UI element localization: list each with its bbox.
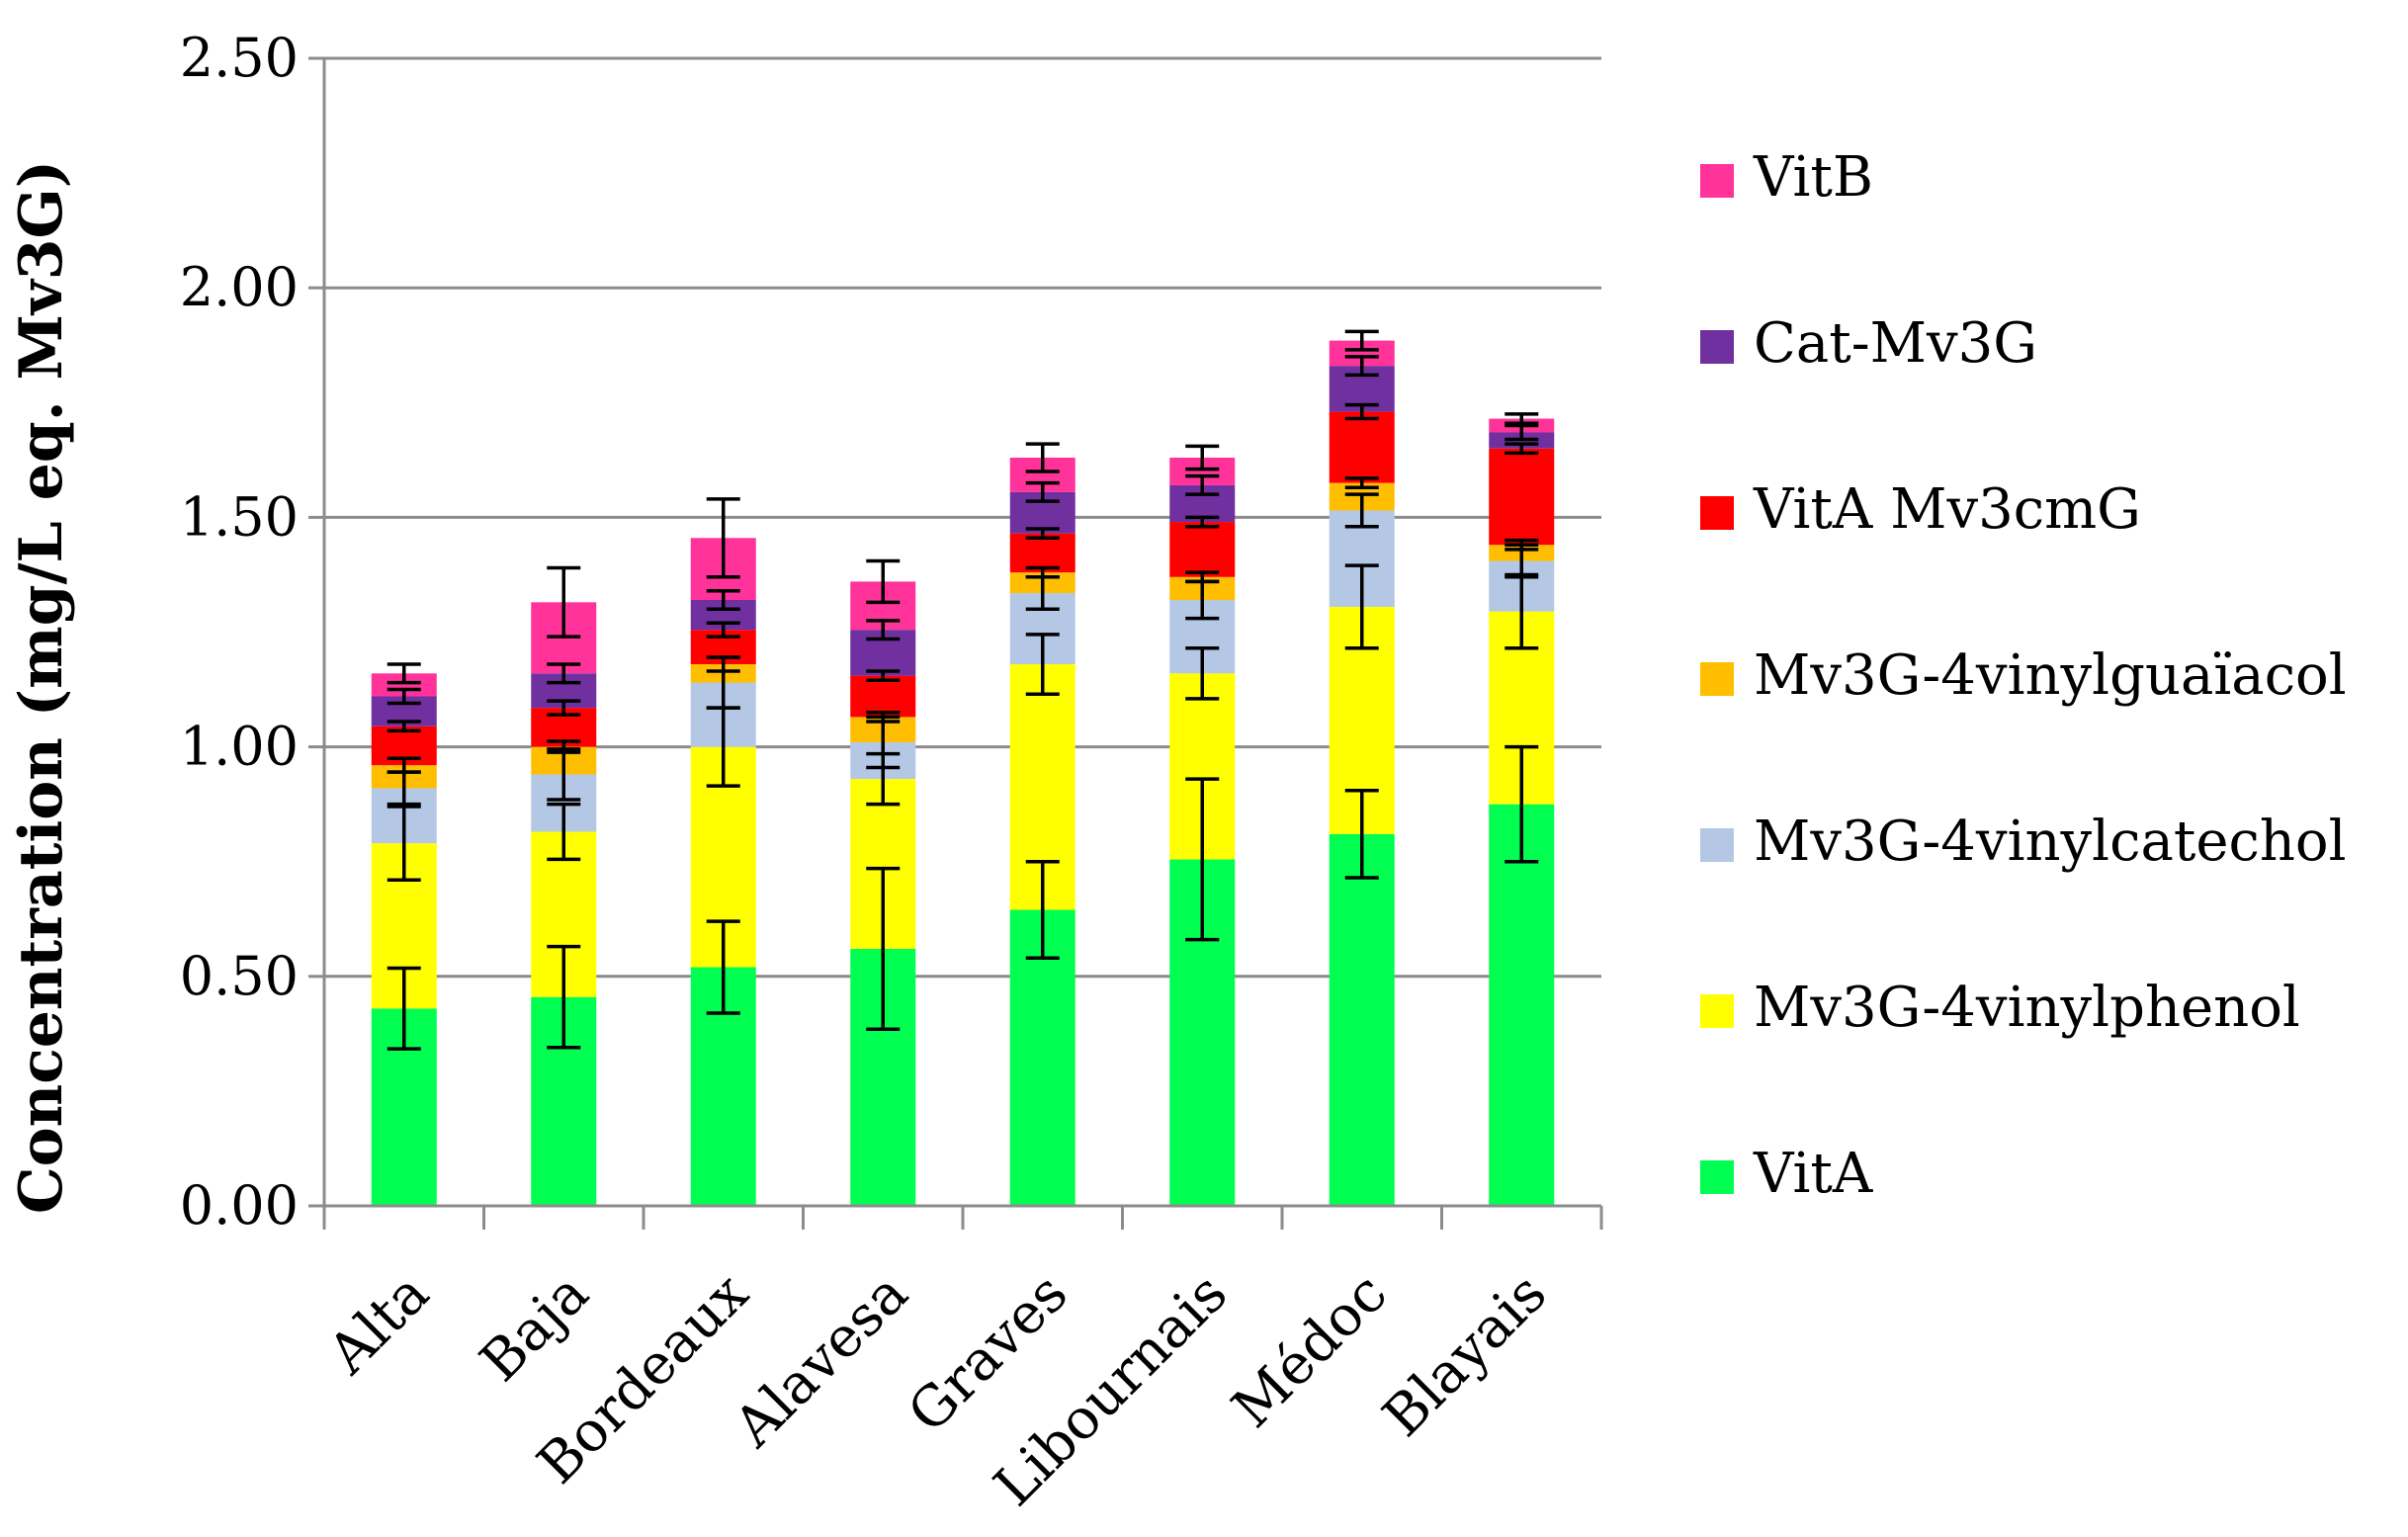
error-bar [547, 565, 581, 639]
bar-segment [1169, 522, 1236, 577]
legend-label: VitA Mv3cmG [1753, 477, 2141, 542]
error-bar [1025, 442, 1060, 473]
bar-segment [1489, 804, 1555, 1206]
error-bar [1185, 646, 1220, 701]
error-bar [866, 669, 901, 683]
error-bar [1505, 423, 1539, 442]
error-bar [1185, 515, 1220, 529]
error-bar [706, 588, 740, 612]
y-tick-label: 1.50 [180, 485, 299, 548]
error-bar [1505, 744, 1539, 864]
x-category-labels: Alta BajaBordeauxAlavesaGravesLibournaisM… [315, 1261, 1559, 1519]
y-tick-label: 2.50 [180, 27, 299, 89]
bar-segment [850, 675, 916, 718]
bar-segment [1329, 833, 1395, 1206]
error-bar [547, 662, 581, 685]
error-bar [547, 944, 581, 1050]
legend-swatch [1700, 164, 1734, 198]
legend-label: Mv3G-4vinylguaïacol [1754, 643, 2347, 708]
legend-swatch [1700, 662, 1734, 696]
error-bar [1344, 476, 1379, 489]
legend-swatch [1700, 994, 1734, 1028]
y-axis-title: Concentration (mg/L eq. Mv3G) [7, 160, 76, 1214]
legend-item: VitB [1700, 145, 1873, 210]
error-bar [1505, 442, 1539, 456]
legend-item: VitA [1700, 1142, 1873, 1206]
error-bar [1344, 563, 1379, 650]
axes [322, 58, 1601, 1208]
error-bar [1344, 492, 1379, 529]
legend-swatch [1700, 330, 1734, 364]
error-bars [387, 329, 1539, 1051]
error-bar [1505, 412, 1539, 425]
bar-segment [1329, 411, 1395, 483]
error-bar [1344, 788, 1379, 880]
error-bar [1025, 859, 1060, 960]
x-category-label: Alta [315, 1261, 441, 1387]
error-bar [866, 866, 901, 1031]
legend-swatch [1700, 1160, 1734, 1194]
legend-label: Cat-Mv3G [1754, 311, 2037, 376]
legend-item: Mv3G-4vinylguaïacol [1700, 643, 2347, 708]
x-category-label: Baja [469, 1261, 602, 1395]
error-bar [1025, 480, 1060, 503]
bars [371, 340, 1555, 1206]
error-bar [1025, 565, 1060, 579]
error-bar [1344, 402, 1379, 421]
legend-item: Cat-Mv3G [1700, 311, 2037, 376]
error-bar [1185, 570, 1220, 584]
error-bar [706, 621, 740, 639]
legend-item: Mv3G-4vinylphenol [1700, 976, 2300, 1040]
error-bar [1344, 355, 1379, 378]
legend-label: VitA [1753, 1142, 1873, 1206]
error-bar [1185, 777, 1220, 942]
error-bar [547, 802, 581, 862]
legend-label: Mv3G-4vinylphenol [1754, 976, 2300, 1040]
error-bar [387, 687, 421, 706]
legend-swatch [1700, 828, 1734, 862]
error-bar [1025, 633, 1060, 696]
error-bar [387, 720, 421, 733]
legend-label: Mv3G-4vinylcatechol [1754, 810, 2347, 874]
bar-segment [1489, 448, 1555, 546]
error-bar [387, 966, 421, 1051]
error-bar [706, 497, 740, 579]
error-bar [866, 711, 901, 724]
legend-label: VitB [1753, 145, 1873, 210]
error-bar [1344, 329, 1379, 352]
y-tick-label: 0.00 [180, 1174, 299, 1237]
y-tick-label: 1.00 [180, 716, 299, 778]
y-tick-labels: 0.00 0.50 1.00 1.50 2.00 2.50 [180, 27, 299, 1237]
gridlines [308, 56, 1603, 1230]
error-bar [387, 805, 421, 883]
y-tick-label: 2.00 [180, 256, 299, 318]
error-bar [706, 919, 740, 1015]
error-bar [706, 655, 740, 673]
error-bar [1185, 473, 1220, 496]
legend-item: VitA Mv3cmG [1700, 477, 2141, 542]
y-tick-label: 0.50 [180, 945, 299, 1007]
error-bar [387, 662, 421, 685]
error-bar [866, 558, 901, 605]
error-bar [547, 739, 581, 754]
legend: VitB Cat-Mv3G VitA Mv3cmG Mv3G-4vinylguaïac… [1700, 145, 2347, 1206]
bar-segment [1009, 533, 1075, 573]
error-bar [866, 619, 901, 641]
x-category-label: Blayais [1371, 1261, 1559, 1449]
error-bar [1185, 444, 1220, 471]
x-category-label: Alavesa [722, 1261, 920, 1460]
x-category-label: Médoc [1220, 1261, 1399, 1440]
error-bar [1025, 527, 1060, 541]
error-bar [387, 756, 421, 774]
legend-swatch [1700, 496, 1734, 530]
error-bar [1505, 538, 1539, 552]
legend-item: Mv3G-4vinylcatechol [1700, 810, 2347, 874]
error-bar [547, 699, 581, 717]
